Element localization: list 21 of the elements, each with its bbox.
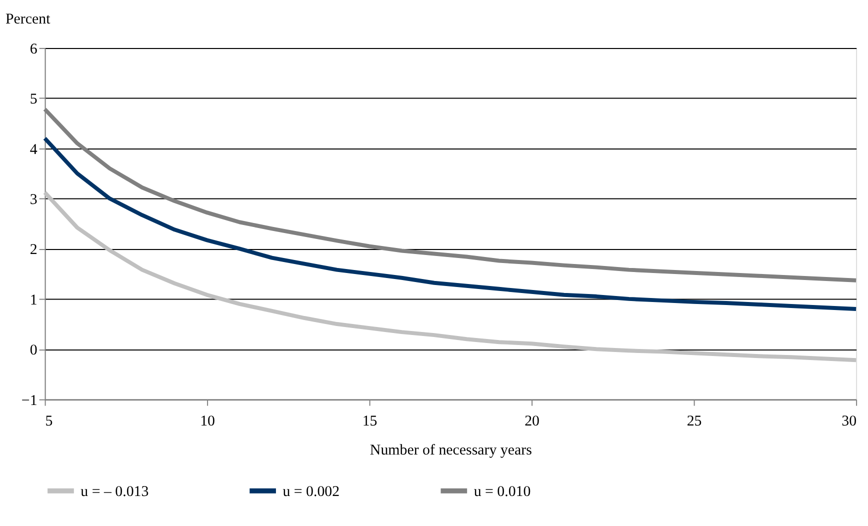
legend-label: u = 0.010	[474, 484, 531, 500]
line-series	[42, 136, 858, 311]
y-tick-label: 3	[30, 192, 38, 208]
x-axis-title: Number of necessary years	[370, 442, 532, 459]
y-axis-title: Percent	[5, 12, 52, 28]
y-tick-label: 0	[30, 342, 38, 359]
x-tick-label: 25	[686, 414, 702, 430]
y-tick-label: −1	[21, 392, 38, 409]
y-tick-label: 2	[30, 242, 38, 258]
line-series	[42, 190, 858, 362]
legend-label: u = 0.002	[282, 484, 340, 500]
x-tick-label: 30	[842, 414, 857, 430]
x-tick-label: 10	[200, 414, 216, 430]
y-tick-label: 5	[30, 92, 38, 108]
legend-label: u = – 0.013	[80, 484, 149, 500]
x-tick-label: 20	[524, 414, 540, 430]
y-tick-label: 6	[30, 41, 38, 58]
y-tick-label: 1	[30, 292, 38, 308]
y-tick-label: 4	[30, 142, 38, 158]
x-tick-label: 15	[362, 414, 378, 430]
x-tick-label: 5	[45, 414, 53, 430]
